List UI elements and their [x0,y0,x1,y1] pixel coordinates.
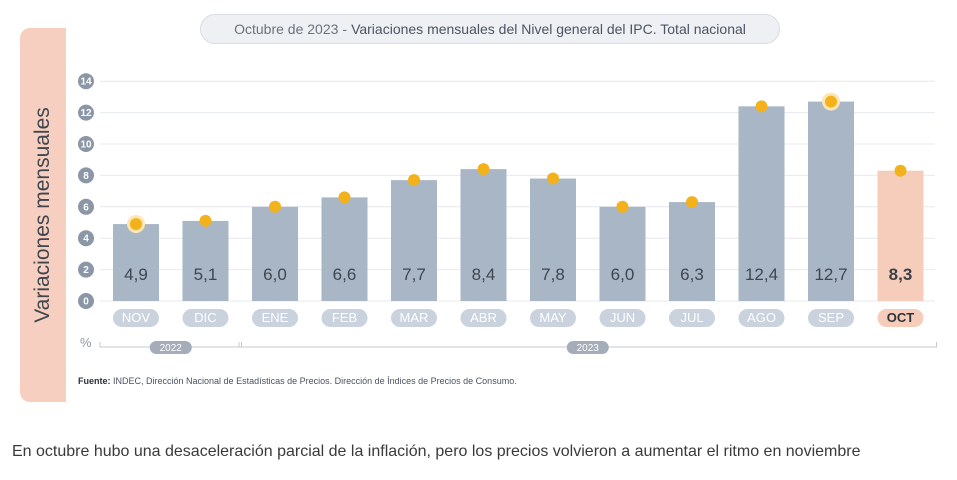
chart-title-separator: - [342,21,348,37]
data-label: 6,6 [333,265,357,284]
value-marker [894,164,907,177]
bar-mar [391,180,437,301]
value-marker [199,214,212,227]
data-label: 12,7 [814,265,847,284]
month-label: OCT [887,310,915,325]
month-badge [669,309,715,327]
month-label: SEP [818,310,844,325]
unit-symbol: % [80,335,92,350]
y-tick-label: 10 [80,140,92,151]
data-label: 4,9 [124,265,148,284]
source-note: Fuente: INDEC, Dirección Nacional de Est… [78,376,517,386]
month-badge [460,309,507,327]
data-label: 8,3 [889,265,913,284]
chart-title-date: Octubre de 2023 [234,21,339,37]
month-badge [252,309,298,327]
month-badge [321,309,368,327]
data-label: 8,4 [472,265,496,284]
month-label: JUN [610,310,635,325]
data-label: 7,8 [541,265,565,284]
value-marker [686,196,698,209]
image-caption: En octubre hubo una desaceleración parci… [12,443,861,460]
y-tick-label: 12 [80,108,92,119]
value-marker [616,200,629,213]
y-tick-label: 4 [83,234,89,245]
y-tick-label: 14 [80,77,92,88]
chart-title-main: Variaciones mensuales del Nivel general … [351,21,746,37]
month-label: NOV [122,310,151,325]
y-tick-badge [78,198,94,215]
month-label: MAY [539,310,567,325]
year-badge [149,341,192,354]
source-text: INDEC, Dirección Nacional de Estadística… [113,376,517,386]
value-marker [408,174,420,187]
value-marker [269,200,281,213]
bar-may [530,178,576,301]
month-badge [877,309,924,327]
month-label: FEB [332,310,357,325]
month-label: ABR [470,310,497,325]
bar-ene [252,206,298,301]
bar-feb [321,197,368,301]
value-marker [755,100,768,113]
data-label: 6,3 [680,265,704,284]
month-label: AGO [747,310,776,325]
bar-nov [113,224,159,301]
month-label: DIC [194,310,216,325]
year-badge [566,341,609,354]
y-tick-label: 0 [83,297,89,308]
y-tick-label: 8 [83,171,89,182]
month-badge [808,309,854,327]
month-label: ENE [262,310,289,325]
data-label: 7,7 [402,265,426,284]
value-marker [547,172,559,185]
bar-dic [182,220,229,301]
y-tick-label: 2 [83,265,89,276]
value-marker [825,95,837,108]
y-tick-badge [78,293,94,309]
value-marker [338,191,351,204]
chart-title: Octubre de 2023 - Variaciones mensuales … [200,14,780,44]
y-tick-badge [78,230,94,247]
month-label: JUL [680,310,703,325]
y-tick-badge [78,104,94,121]
source-label: Fuente: [78,376,111,386]
month-label: MAR [400,310,429,325]
month-badge [391,309,437,327]
month-badge [738,309,785,327]
year-label: 2023 [577,343,600,354]
data-label: 5,1 [194,265,218,284]
month-badge [530,309,576,327]
month-badge [182,309,229,327]
y-tick-badge [78,73,94,90]
month-badge [113,309,159,327]
bar-oct [877,170,924,301]
month-badge [599,309,646,327]
y-tick-badge [78,167,94,184]
data-label: 12,4 [745,265,778,284]
data-label: 6,0 [611,265,635,284]
value-marker [130,218,142,231]
y-tick-badge [78,261,94,278]
bar-jun [599,206,646,301]
bar-abr [460,169,507,301]
year-label: 2022 [160,343,183,354]
value-marker [477,163,490,176]
y-tick-badge [78,136,94,152]
bar-jul [669,202,715,301]
bar-sep [808,101,854,301]
y-axis-label-band [20,28,66,402]
bar-ago [738,106,785,301]
data-label: 6,0 [263,265,287,284]
y-tick-label: 6 [83,202,89,213]
